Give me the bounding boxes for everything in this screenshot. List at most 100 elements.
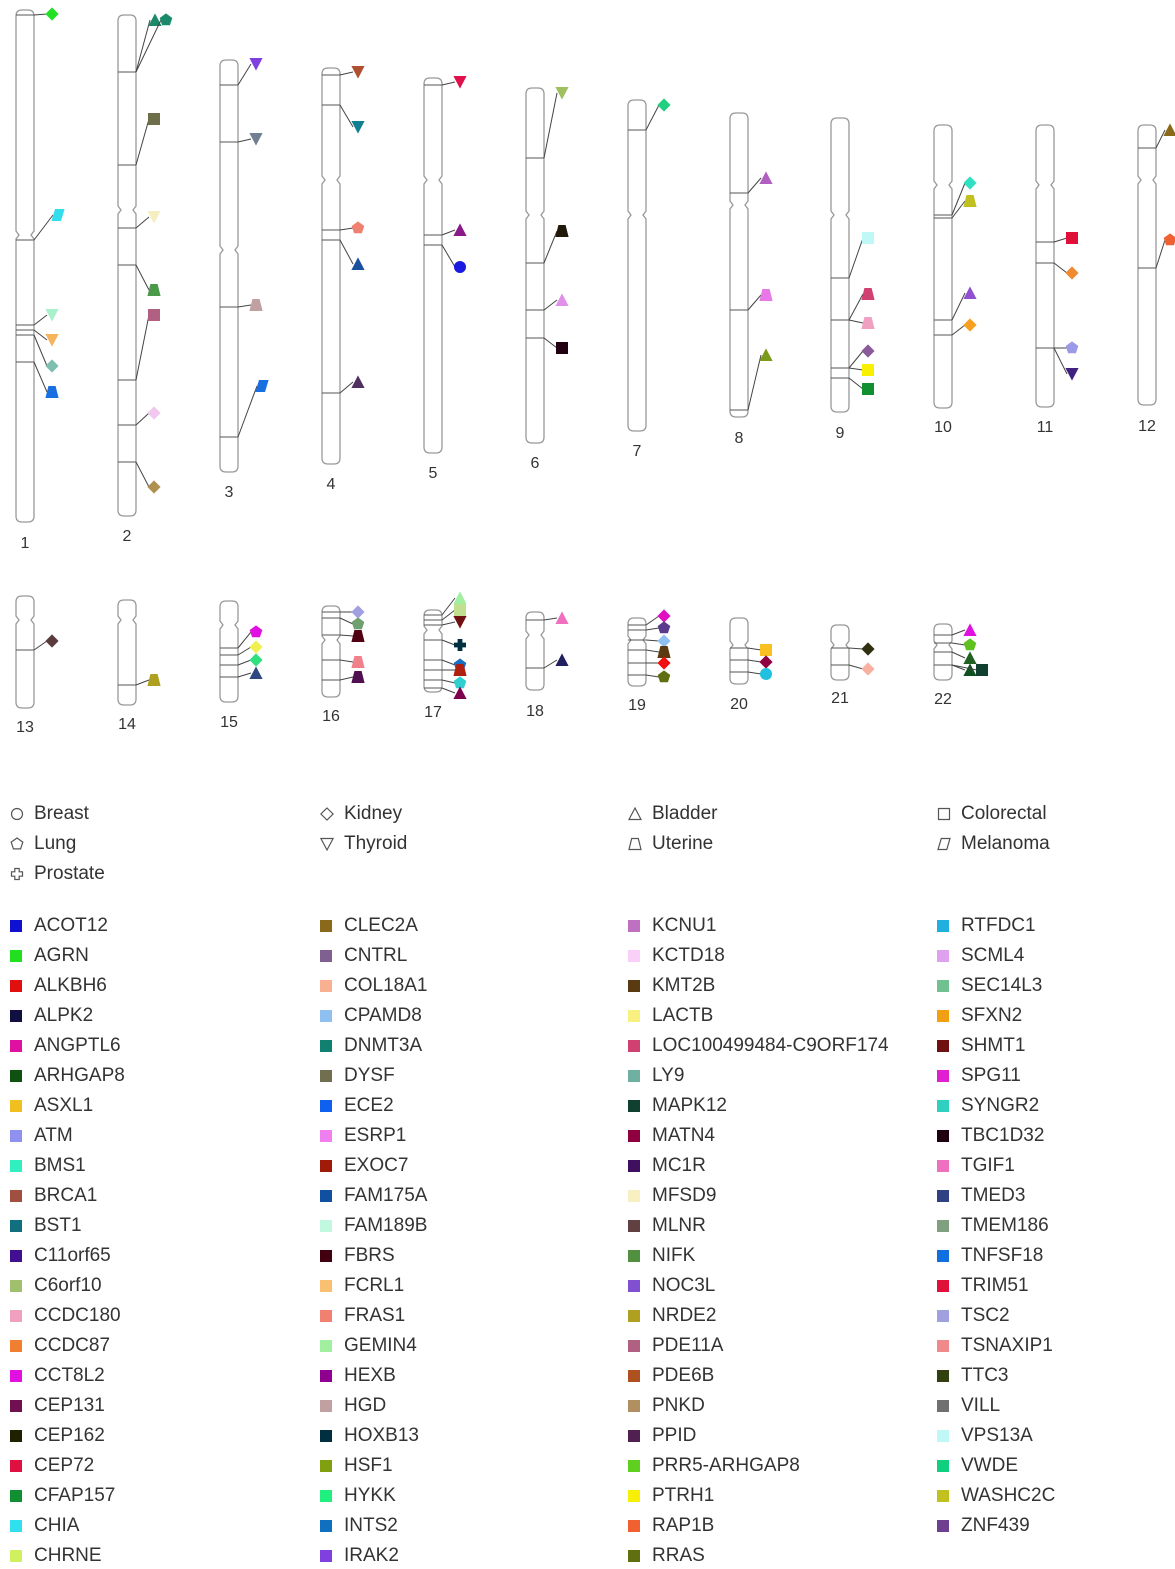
chromosome-label: 18: [526, 703, 544, 720]
chromosome-outline: [627, 99, 647, 432]
connector: [1155, 129, 1166, 149]
legend-swatch: [628, 1250, 640, 1262]
marker: [159, 13, 173, 26]
legend-swatch: [937, 1400, 949, 1412]
chromosome: 1: [15, 7, 65, 552]
marker: [976, 664, 988, 676]
legend-swatch: [628, 1100, 640, 1112]
connector: [645, 674, 660, 678]
connector: [543, 659, 558, 669]
legend-shape: [319, 837, 335, 852]
chromosome-label: 4: [327, 476, 336, 493]
legend-label: EXOC7: [344, 1155, 408, 1176]
legend-label: CHIA: [34, 1515, 80, 1536]
legend-swatch: [10, 1040, 22, 1052]
chromosome: 16: [321, 605, 365, 725]
legend-label: Lung: [34, 833, 76, 854]
marker: [351, 375, 365, 388]
marker: [556, 342, 568, 354]
marker: [657, 634, 671, 648]
connector: [747, 354, 762, 411]
legend-swatch: [10, 1430, 22, 1442]
legend-label: ACOT12: [34, 915, 108, 936]
legend-label: HOXB13: [344, 1425, 419, 1446]
chromosome-outline: [729, 617, 749, 685]
connector: [339, 71, 354, 76]
legend-label: SFXN2: [961, 1005, 1022, 1026]
legend-shape: [10, 837, 24, 850]
legend-label: KMT2B: [652, 975, 715, 996]
legend-swatch: [10, 1070, 22, 1082]
chromosome: 5: [423, 76, 467, 482]
connector: [1053, 262, 1068, 274]
marker: [963, 286, 977, 299]
legend-label: AGRN: [34, 945, 89, 966]
legend-swatch: [320, 1550, 332, 1562]
legend-swatch: [937, 1040, 949, 1052]
chromosome-outline: [219, 600, 239, 703]
marker: [147, 284, 161, 296]
chromosome-outline: [729, 112, 749, 418]
chromosome: 10: [933, 124, 977, 436]
legend-swatch: [320, 1250, 332, 1262]
legend-swatch: [10, 1550, 22, 1562]
legend-swatch: [320, 1190, 332, 1202]
chromosome-label: 2: [123, 528, 132, 545]
legend-swatch: [628, 1370, 640, 1382]
marker: [255, 380, 269, 392]
connector: [33, 214, 54, 241]
legend-swatch: [937, 1310, 949, 1322]
legend-swatch: [320, 1010, 332, 1022]
chromosome: 11: [1035, 124, 1079, 436]
connector: [747, 659, 762, 663]
legend-label: RAP1B: [652, 1515, 714, 1536]
connector: [1053, 237, 1068, 243]
legend-swatch: [937, 1370, 949, 1382]
legend-swatch: [628, 1190, 640, 1202]
marker: [351, 656, 365, 668]
marker: [1065, 266, 1079, 280]
legend-label: LACTB: [652, 1005, 713, 1026]
legend-label: FCRL1: [344, 1275, 404, 1296]
chromosome-label: 10: [934, 419, 952, 436]
legend-label: FRAS1: [344, 1305, 405, 1326]
chromosome-label: 21: [831, 690, 849, 707]
legend-label: Uterine: [652, 833, 713, 854]
marker: [351, 121, 365, 134]
legend-label: TMED3: [961, 1185, 1025, 1206]
marker: [862, 364, 874, 376]
marker: [1163, 123, 1175, 136]
legend-label: TNFSF18: [961, 1245, 1043, 1266]
legend-label: PDE11A: [652, 1335, 724, 1356]
legend-swatch: [10, 1250, 22, 1262]
connector: [848, 237, 864, 279]
legend-label: SPG11: [961, 1065, 1021, 1086]
legend-shape: [937, 837, 951, 851]
marker: [963, 623, 977, 636]
legend-swatch: [937, 1160, 949, 1172]
marker: [351, 605, 365, 619]
legend-swatch: [628, 980, 640, 992]
connector: [1053, 347, 1068, 375]
chromosome-outline: [525, 611, 545, 691]
legend-label: HGD: [344, 1395, 386, 1416]
connector: [441, 687, 456, 694]
legend-swatch: [628, 1490, 640, 1502]
marker: [861, 288, 875, 300]
connector: [848, 350, 864, 369]
marker: [453, 591, 467, 604]
legend-swatch: [10, 1010, 22, 1022]
legend-label: LOC100499484-C9ORF174: [652, 1035, 889, 1056]
legend-label: PPID: [652, 1425, 696, 1446]
marker: [45, 634, 59, 648]
marker: [249, 640, 263, 654]
legend-swatch: [628, 1220, 640, 1232]
legend-swatch: [937, 1280, 949, 1292]
connector: [645, 627, 660, 631]
connector: [135, 118, 150, 166]
legend-label: MATN4: [652, 1125, 715, 1146]
chromosome: 20: [729, 617, 773, 713]
connector: [441, 597, 456, 616]
